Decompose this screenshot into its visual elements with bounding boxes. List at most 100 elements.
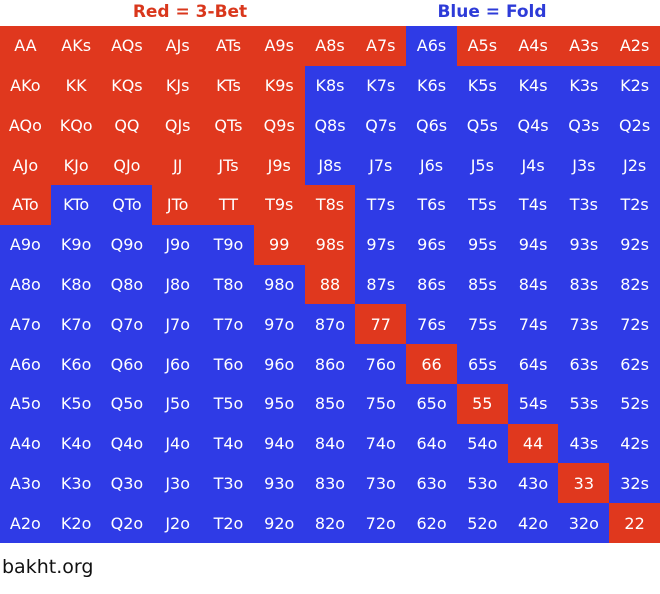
hand-cell: KQo	[50, 105, 102, 146]
hand-cell: Q3s	[558, 105, 610, 146]
hand-cell: 62o	[406, 503, 457, 543]
hand-cell: 42s	[609, 423, 660, 464]
hand-cell: K9o	[50, 224, 102, 265]
hand-cell: 65o	[406, 383, 457, 424]
hand-cell: T8s	[304, 185, 356, 225]
hand-cell: K8s	[304, 65, 356, 106]
hand-cell: KTs	[203, 65, 254, 106]
hand-cell: 92o	[253, 503, 305, 543]
hand-cell: J8s	[304, 145, 356, 186]
hand-cell: 94s	[507, 224, 559, 265]
hand-cell: J6s	[406, 145, 457, 186]
hand-cell: 76o	[355, 344, 407, 384]
hand-cell: A6o	[0, 344, 51, 384]
hand-cell: 77	[355, 304, 407, 345]
hand-cell: T7o	[203, 304, 254, 345]
hand-cell: Q8o	[101, 264, 153, 305]
legend-red: Red = 3-Bet	[132, 2, 248, 22]
hand-cell: 73o	[355, 463, 407, 504]
hand-cell: QTs	[203, 105, 254, 146]
hand-cell: 92s	[609, 224, 660, 265]
hand-cell: 42o	[507, 503, 559, 543]
hand-cell: K5s	[456, 65, 508, 106]
hand-cell: A3o	[0, 463, 51, 504]
hand-cell: 99	[253, 224, 305, 265]
hand-cell: Q7o	[101, 304, 153, 345]
hand-cell: 93s	[558, 224, 610, 265]
hand-cell: 63o	[406, 463, 457, 504]
hand-cell: J2s	[609, 145, 660, 186]
hand-cell: 54o	[456, 423, 508, 464]
hand-cell: 62s	[609, 344, 660, 384]
hand-cell: QQ	[101, 105, 153, 146]
legend-blue: Blue = Fold	[437, 2, 547, 22]
hand-cell: J7o	[152, 304, 204, 345]
hand-cell: 64o	[406, 423, 457, 464]
hand-cell: K4s	[507, 65, 559, 106]
hand-cell: K2o	[50, 503, 102, 543]
hand-cell: A6s	[406, 26, 457, 66]
hand-cell: J3s	[558, 145, 610, 186]
hand-cell: KJo	[50, 145, 102, 186]
hand-cell: 84s	[507, 264, 559, 305]
hand-cell: 97s	[355, 224, 407, 265]
hand-cell: QTo	[101, 185, 153, 225]
hand-cell: Q7s	[355, 105, 407, 146]
hand-cell: 33	[558, 463, 610, 504]
hand-cell: 84o	[304, 423, 356, 464]
hand-cell: JTo	[152, 185, 204, 225]
hand-cell: A8s	[304, 26, 356, 66]
hand-cell: 43o	[507, 463, 559, 504]
hand-cell: 22	[609, 503, 660, 543]
hand-cell: Q4o	[101, 423, 153, 464]
hand-cell: A7s	[355, 26, 407, 66]
hand-cell: 75o	[355, 383, 407, 424]
hand-cell: Q2o	[101, 503, 153, 543]
hand-cell: Q5s	[456, 105, 508, 146]
hand-cell: A5s	[456, 26, 508, 66]
hand-cell: 75s	[456, 304, 508, 345]
hand-cell: J5s	[456, 145, 508, 186]
hand-cell: K6o	[50, 344, 102, 384]
hand-cell: J5o	[152, 383, 204, 424]
hand-cell: QJs	[152, 105, 204, 146]
hand-cell: 86s	[406, 264, 457, 305]
hand-cell: T9s	[253, 185, 305, 225]
hand-cell: T4o	[203, 423, 254, 464]
hand-cell: AKo	[0, 65, 51, 106]
hand-cell: JJ	[152, 145, 204, 186]
hand-cell: Q5o	[101, 383, 153, 424]
hand-cell: 63s	[558, 344, 610, 384]
hand-cell: Q9s	[253, 105, 305, 146]
hand-cell: K7o	[50, 304, 102, 345]
hand-cell: AQo	[0, 105, 51, 146]
hand-cell: T8o	[203, 264, 254, 305]
hand-cell: Q6s	[406, 105, 457, 146]
hand-cell: 82s	[609, 264, 660, 305]
hand-cell: 97o	[253, 304, 305, 345]
hand-cell: K3o	[50, 463, 102, 504]
hand-cell: A2s	[609, 26, 660, 66]
hand-cell: 85s	[456, 264, 508, 305]
hand-cell: T4s	[507, 185, 559, 225]
hand-cell: K4o	[50, 423, 102, 464]
hand-cell: J6o	[152, 344, 204, 384]
hand-cell: 96o	[253, 344, 305, 384]
hand-cell: ATo	[0, 185, 51, 225]
hand-cell: A2o	[0, 503, 51, 543]
hand-cell: T6s	[406, 185, 457, 225]
hand-cell: ATs	[203, 26, 254, 66]
hand-cell: AKs	[50, 26, 102, 66]
hand-cell: T5o	[203, 383, 254, 424]
hand-cell: 52o	[456, 503, 508, 543]
hand-cell: 66	[406, 344, 457, 384]
hand-cell: 87s	[355, 264, 407, 305]
hand-cell: 83o	[304, 463, 356, 504]
hand-cell: AQs	[101, 26, 153, 66]
hand-cell: 65s	[456, 344, 508, 384]
hand-cell: 87o	[304, 304, 356, 345]
hand-cell: KK	[50, 65, 102, 106]
hand-cell: 95o	[253, 383, 305, 424]
hand-cell: A7o	[0, 304, 51, 345]
hand-cell: J7s	[355, 145, 407, 186]
